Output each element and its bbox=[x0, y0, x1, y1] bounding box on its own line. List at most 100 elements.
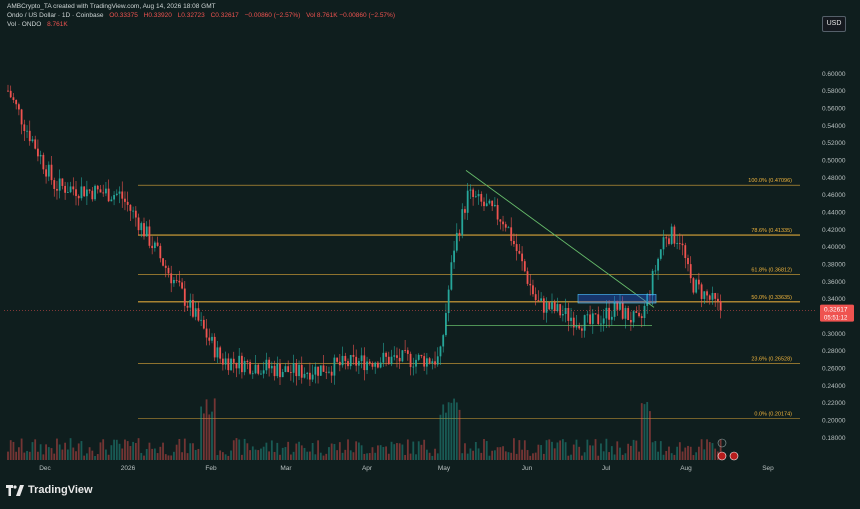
candle-body bbox=[292, 363, 295, 373]
candle-body bbox=[417, 354, 420, 360]
candle-body bbox=[526, 271, 529, 284]
volume-bar bbox=[621, 454, 624, 460]
volume-bar bbox=[145, 448, 148, 460]
x-tick-label: Mar bbox=[280, 465, 292, 472]
volume-bar bbox=[532, 453, 534, 460]
candle-body bbox=[273, 365, 276, 377]
volume-bar bbox=[469, 448, 472, 460]
candle-body bbox=[551, 302, 553, 310]
volume-bar bbox=[72, 447, 75, 460]
candle-body bbox=[85, 189, 88, 197]
volume-bar bbox=[619, 447, 621, 460]
volume-bar bbox=[695, 452, 698, 460]
volume-bar bbox=[477, 448, 480, 460]
candle-body bbox=[480, 193, 483, 202]
candle-body bbox=[581, 328, 583, 331]
candle-body bbox=[9, 90, 12, 98]
volume-bar bbox=[58, 444, 61, 460]
volume-bar bbox=[659, 441, 662, 460]
volume-bar bbox=[75, 451, 77, 460]
candle-body bbox=[483, 201, 485, 207]
candle-body bbox=[447, 289, 450, 314]
volume-bar bbox=[197, 448, 200, 460]
volume-bar bbox=[412, 441, 415, 460]
price-tag bbox=[820, 304, 854, 322]
candle-body bbox=[249, 362, 251, 374]
volume-bar bbox=[118, 443, 121, 460]
volume-bar bbox=[276, 442, 279, 460]
volume-bar bbox=[134, 443, 137, 460]
volume-bar bbox=[551, 441, 553, 460]
candle-body bbox=[107, 188, 110, 202]
candle-body bbox=[474, 196, 477, 198]
volume-bar bbox=[706, 439, 708, 460]
candle-body bbox=[499, 219, 502, 222]
volume-bar bbox=[34, 439, 37, 460]
candle-body bbox=[140, 223, 143, 231]
candle-body bbox=[39, 154, 42, 157]
volume-bar bbox=[409, 453, 412, 460]
candle-body bbox=[412, 366, 415, 368]
candle-body bbox=[673, 226, 676, 244]
candle-body bbox=[279, 363, 281, 378]
volume-bar bbox=[303, 447, 306, 460]
candle-body bbox=[640, 316, 643, 319]
candle-body bbox=[56, 188, 58, 191]
currency-button[interactable]: USD bbox=[822, 16, 846, 32]
volume-bar bbox=[602, 451, 605, 460]
candle-body bbox=[708, 295, 711, 300]
volume-bar bbox=[352, 452, 355, 460]
candle-body bbox=[477, 193, 480, 197]
volume-bar bbox=[309, 451, 311, 460]
candle-body bbox=[629, 320, 632, 323]
candle-body bbox=[485, 203, 488, 207]
candle-body bbox=[333, 357, 336, 376]
candle-body bbox=[510, 227, 513, 241]
volume-bar bbox=[488, 455, 491, 460]
candle-body bbox=[298, 364, 300, 377]
candle-body bbox=[186, 305, 189, 308]
volume-bar bbox=[564, 442, 567, 460]
volume-bar bbox=[164, 454, 167, 460]
candle-body bbox=[610, 316, 613, 320]
candle-body bbox=[404, 350, 407, 352]
candle-body bbox=[453, 250, 455, 263]
volume-bar bbox=[714, 448, 717, 460]
candle-body bbox=[192, 299, 194, 317]
candle-body bbox=[276, 363, 279, 377]
volume-bar bbox=[200, 406, 203, 460]
volume-bar bbox=[338, 442, 341, 460]
candle-body bbox=[12, 97, 15, 100]
candle-body bbox=[124, 198, 126, 202]
symbol-name[interactable]: Ondo / US Dollar · 1D · Coinbase bbox=[7, 12, 104, 19]
candle-body bbox=[151, 245, 154, 249]
volume-bar bbox=[711, 443, 714, 460]
volume-bar bbox=[235, 438, 238, 460]
candle-body bbox=[15, 99, 18, 105]
y-tick-label: 0.28000 bbox=[822, 348, 846, 355]
volume-bar bbox=[368, 453, 371, 460]
candle-body bbox=[47, 164, 50, 177]
price-axis bbox=[815, 34, 860, 460]
candle-body bbox=[42, 154, 45, 170]
candle-body bbox=[317, 366, 319, 376]
volume-label[interactable]: Vol · ONDO bbox=[7, 21, 42, 28]
volume-bar bbox=[205, 399, 208, 460]
volume-bar bbox=[175, 444, 178, 460]
candle-body bbox=[366, 361, 368, 371]
volume-bar bbox=[594, 439, 597, 460]
volume-bar bbox=[556, 442, 559, 460]
volume-bar bbox=[548, 439, 551, 460]
volume-bar bbox=[374, 452, 377, 460]
event-marker-icon bbox=[717, 451, 727, 461]
candle-body bbox=[219, 347, 222, 359]
created-by-line: AMBCrypto_TA created with TradingView.co… bbox=[7, 3, 216, 10]
volume-bar bbox=[583, 452, 586, 460]
volume-bar bbox=[344, 449, 347, 460]
candle-body bbox=[26, 130, 28, 132]
volume-bar bbox=[262, 446, 265, 460]
volume-bar bbox=[450, 402, 453, 460]
candle-body bbox=[224, 358, 227, 365]
candle-body bbox=[352, 354, 355, 357]
